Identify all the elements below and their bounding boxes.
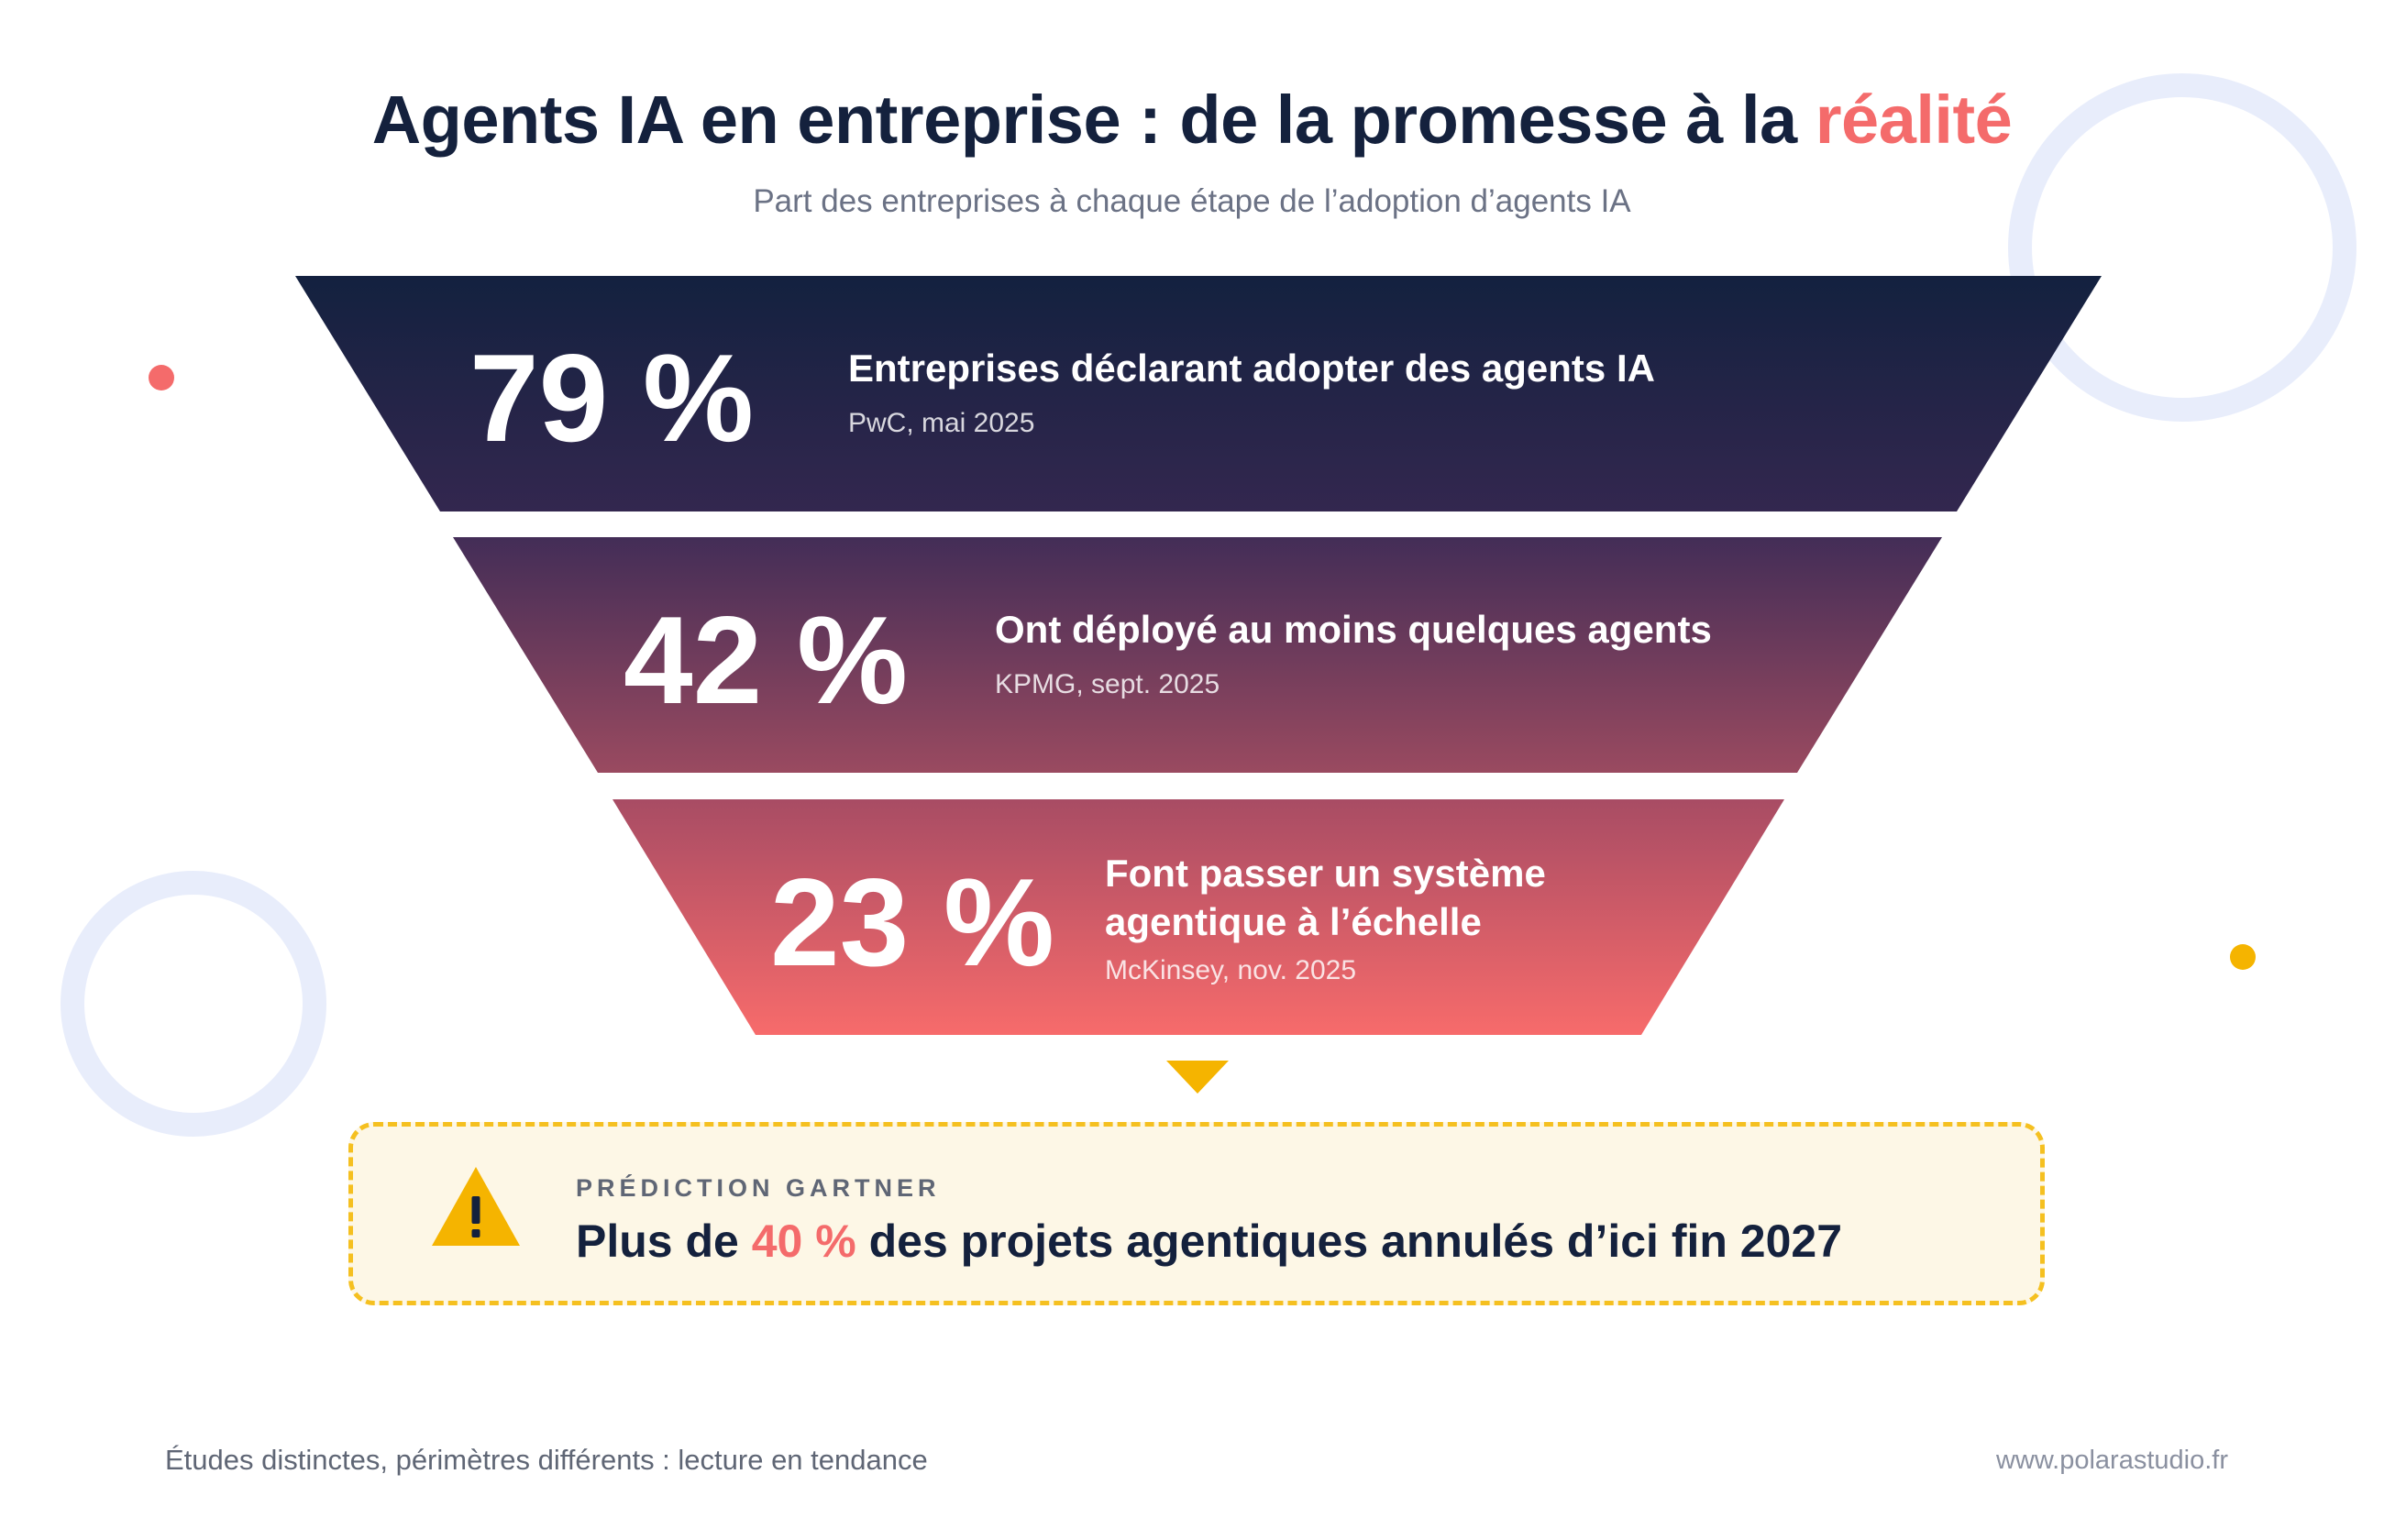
arrow-down-icon — [1166, 1061, 1229, 1094]
funnel-stage-3-label-line1: Font passer un système — [1105, 852, 1546, 895]
decorative-dot-red — [149, 365, 174, 390]
funnel-stage-3-text: Font passer un système agentique à l’éch… — [1105, 850, 1546, 986]
funnel-stage-1-source: PwC, mai 2025 — [848, 407, 1035, 438]
prediction-text-before: Plus de — [576, 1216, 752, 1267]
warning-icon — [432, 1167, 520, 1246]
footer-note: Études distinctes, périmètres différents… — [165, 1444, 928, 1476]
prediction-text-after: des projets agentiques annulés d’ici fin… — [855, 1216, 1843, 1267]
decorative-dot-yellow — [2230, 944, 2256, 970]
funnel-stage-3-source: McKinsey, nov. 2025 — [1105, 955, 1357, 985]
funnel-stage-2-label: Ont déployé au moins quelques agents — [995, 608, 1712, 651]
funnel-stage-2-source: KPMG, sept. 2025 — [995, 668, 1220, 699]
funnel-stage-3-shape — [613, 799, 1784, 1035]
footer-url: www.polarastudio.fr — [1995, 1446, 2228, 1475]
page-title-main: Agents IA en entreprise : de la promesse… — [371, 82, 1816, 158]
prediction-text: Plus de 40 % des projets agentiques annu… — [576, 1215, 1842, 1268]
funnel-stage-1-label: Entreprises déclarant adopter des agents… — [848, 346, 1655, 390]
page-title: Agents IA en entreprise : de la promesse… — [0, 81, 2384, 159]
prediction-kicker: PRÉDICTION GARTNER — [576, 1174, 941, 1202]
funnel-stage-2-percent: 42 % — [624, 590, 908, 730]
funnel-stage-3-label-line2: agentique à l’échelle — [1105, 899, 1482, 943]
funnel-stage-1-text: Entreprises déclarant adopter des agents… — [848, 345, 1655, 439]
funnel-stage-2-text: Ont déployé au moins quelques agents KPM… — [995, 606, 1712, 700]
page-title-accent: réalité — [1815, 82, 2013, 158]
funnel-stage-1-percent: 79 % — [469, 328, 754, 468]
prediction-text-accent: 40 % — [751, 1216, 856, 1267]
page-subtitle: Part des entreprises à chaque étape de l… — [753, 183, 1631, 219]
funnel-stage-1-shape — [295, 276, 2102, 512]
funnel-stage-3-percent: 23 % — [770, 852, 1054, 992]
prediction-callout: PRÉDICTION GARTNER Plus de 40 % des proj… — [348, 1122, 2045, 1305]
funnel-stage-2-shape — [453, 537, 1942, 773]
